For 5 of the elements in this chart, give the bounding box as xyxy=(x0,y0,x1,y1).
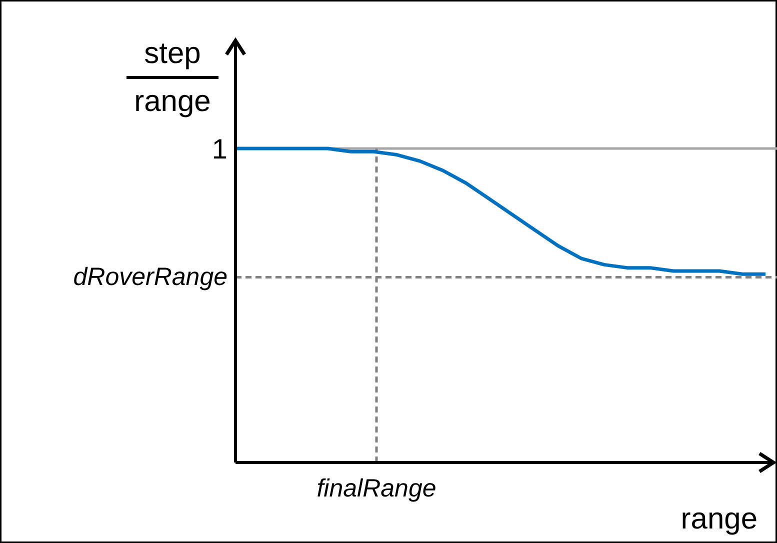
ref-line-label: 1 xyxy=(212,134,228,164)
ref-line-label: dRoverRange xyxy=(73,263,228,292)
y-axis-title: step range xyxy=(134,37,211,118)
text: finalRange xyxy=(316,474,436,502)
x-axis-title: range xyxy=(680,502,758,536)
